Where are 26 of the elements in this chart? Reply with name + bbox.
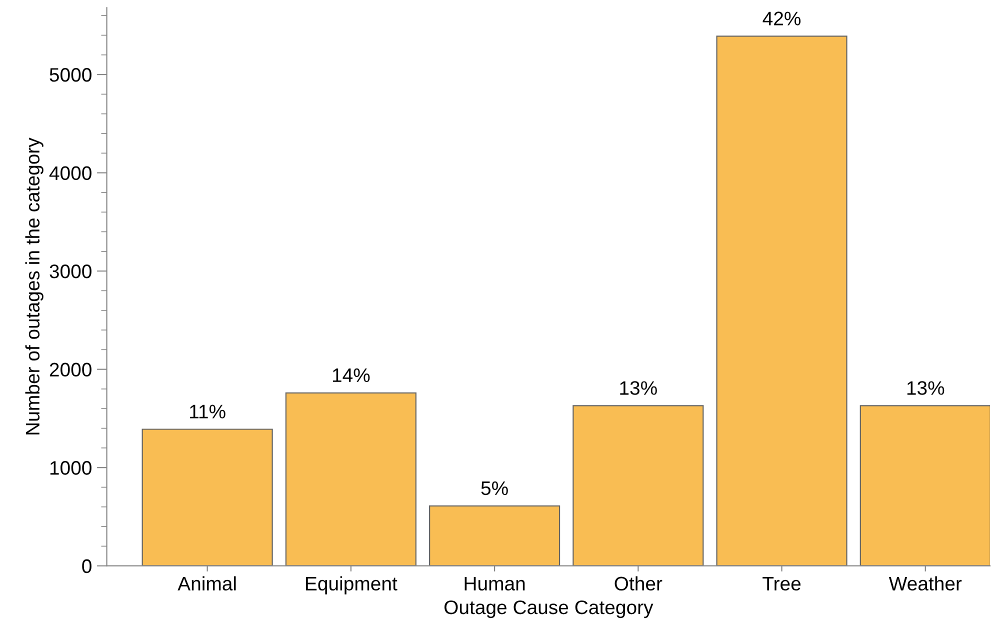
bar	[429, 505, 560, 566]
y-tick-label: 4000	[49, 166, 92, 180]
x-tick-label: Human	[464, 576, 525, 591]
y-tick-label: 3000	[50, 264, 92, 278]
x-tick-label: Equipment	[306, 576, 398, 594]
x-tick-label: Other	[614, 576, 662, 591]
bar	[572, 405, 704, 566]
annotation: 42%	[762, 12, 801, 26]
bar	[142, 428, 273, 566]
bar	[860, 405, 990, 566]
y-axis-title: Number of outages in the category	[25, 138, 44, 434]
y-tick-label: 1000	[50, 461, 92, 475]
x-tick-label: Animal	[178, 576, 236, 591]
bar	[285, 392, 416, 566]
bar	[716, 36, 848, 566]
annotation: 11%	[190, 404, 226, 418]
y-tick-label: 5000	[50, 68, 92, 82]
x-axis-title: Outage Cause Category	[444, 600, 654, 618]
annotation: 5%	[481, 481, 508, 496]
annotation: 13%	[907, 381, 944, 395]
annotation: 14%	[332, 368, 370, 382]
annotation: 13%	[620, 381, 657, 395]
y-tick-label: 2000	[50, 362, 92, 377]
x-tick-label: Weather	[888, 576, 962, 591]
x-tick-label: Tree	[762, 576, 801, 591]
y-tick-label: 0	[82, 559, 92, 574]
